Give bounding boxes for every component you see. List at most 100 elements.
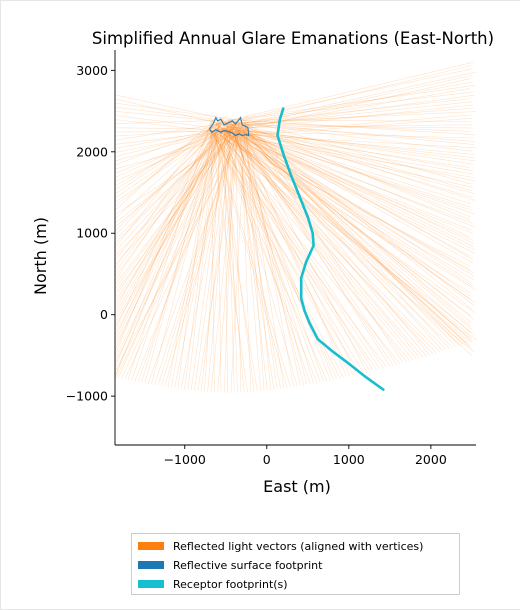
reflected-vector-16 [114,135,221,314]
reflected-vector-165 [237,121,430,356]
reflected-vector-200 [223,133,476,290]
reflected-vector-75 [131,122,221,381]
reflected-vector-164 [229,121,427,357]
reflected-vector-176 [231,123,467,344]
reflected-vector-183 [242,131,470,346]
reflected-vector-166 [222,127,434,355]
reflected-vector-17 [114,126,219,310]
reflected-vector-2 [114,127,247,372]
reflected-vector-141 [226,120,351,377]
reflected-vector-59 [114,128,233,137]
reflected-vector-108 [234,123,242,393]
reflected-vector-229 [219,120,476,195]
reflected-vector-205 [231,134,474,274]
y-tick-label-3: 2000 [76,144,108,159]
reflected-vector-138 [212,132,341,379]
axes: −1000 0 1000 2000 −1000 0 1000 2000 3000 [66,50,476,467]
reflected-vector-83 [157,132,236,386]
reflected-vector-109 [219,131,245,393]
reflected-vector-250 [226,124,473,128]
reflected-vector-4 [114,121,235,364]
reflected-vector-202 [230,122,472,284]
reflected-vector-46 [114,121,221,191]
reflected-vector-106 [226,124,235,393]
reflected-vector-118 [233,133,275,390]
reflected-vector-41 [114,120,214,211]
reflected-vector-63 [114,119,246,136]
reflected-vector-30 [114,130,240,257]
reflected-vector-206 [222,129,471,271]
reflected-vector-219 [240,131,475,228]
reflected-vector-264 [228,78,471,134]
reflected-vector-78 [141,133,218,383]
reflected-vector-24 [114,124,222,281]
reflected-vector-259 [216,94,475,131]
legend-label-surface: Reflective surface footprint [173,558,323,572]
reflected-vector-253 [244,114,472,134]
reflected-vector-252 [243,117,473,136]
reflected-vector-195 [238,121,475,307]
reflected-vector-86 [167,134,216,387]
receptor-footprint-line [276,107,385,391]
reflected-vector-97 [204,133,222,392]
reflected-vector-201 [222,127,474,287]
reflected-vector-10 [114,122,219,339]
reflected-vector-145 [216,124,364,374]
reflected-vector-132 [224,121,321,383]
legend-swatch-receptor [138,580,164,588]
reflected-vector-120 [233,127,281,389]
reflected-vector-153 [242,134,391,367]
reflected-vector-203 [228,135,474,280]
reflected-vector-119 [238,129,278,390]
y-tick-label-2: 1000 [76,226,108,241]
reflected-vector-169 [238,127,444,352]
reflected-vector-79 [144,120,218,384]
reflected-vector-84 [161,122,241,386]
reflected-vector-70 [114,122,221,378]
reflected-vector-194 [244,126,473,310]
reflected-vector-208 [221,119,474,264]
legend-item-reflected: Reflected light vectors (aligned with ve… [138,539,423,553]
reflected-vector-125 [225,134,298,387]
reflected-vector-128 [238,122,308,385]
reflected-vector-172 [223,128,454,348]
x-tick-label-1: 0 [263,452,271,467]
reflected-vector-241 [219,131,476,155]
reflected-vector-5 [114,124,231,360]
reflected-vector-160 [222,124,414,361]
plot-marks [208,107,385,391]
reflected-vector-213 [220,122,475,247]
reflected-vector-129 [223,131,311,385]
reflected-vector-228 [217,121,473,198]
reflected-vector-161 [227,128,417,360]
reflected-vector-38 [114,129,236,224]
reflected-vector-74 [127,124,211,380]
reflected-vector-197 [230,134,471,300]
reflected-vector-58 [114,120,244,141]
reflected-vector-14 [114,119,239,323]
reflected-vector-162 [226,124,420,359]
reflected-vector-261 [232,88,470,130]
reflected-vector-92 [187,122,219,390]
reflected-vector-26 [114,129,219,273]
reflected-vector-185 [217,128,472,340]
reflected-vector-12 [114,130,210,331]
reflected-vector-50 [114,133,220,174]
y-tick-label-1: 0 [100,307,108,322]
reflected-vector-23 [114,128,235,285]
reflected-vector-60 [114,130,243,133]
reflected-vector-56 [114,128,226,149]
reflected-vector-192 [231,131,471,317]
reflected-vector-112 [221,135,255,392]
reflected-vector-140 [240,133,348,378]
reflected-vector-95 [197,128,240,391]
reflected-vector-242 [243,123,472,152]
reflected-vector-191 [236,133,474,320]
reflected-vector-163 [228,134,424,358]
reflected-vector-62 [114,119,225,124]
reflected-vector-245 [227,123,475,142]
reflected-vector-157 [243,122,404,363]
reflected-vector-266 [226,71,476,128]
reflected-vector-77 [137,121,230,382]
